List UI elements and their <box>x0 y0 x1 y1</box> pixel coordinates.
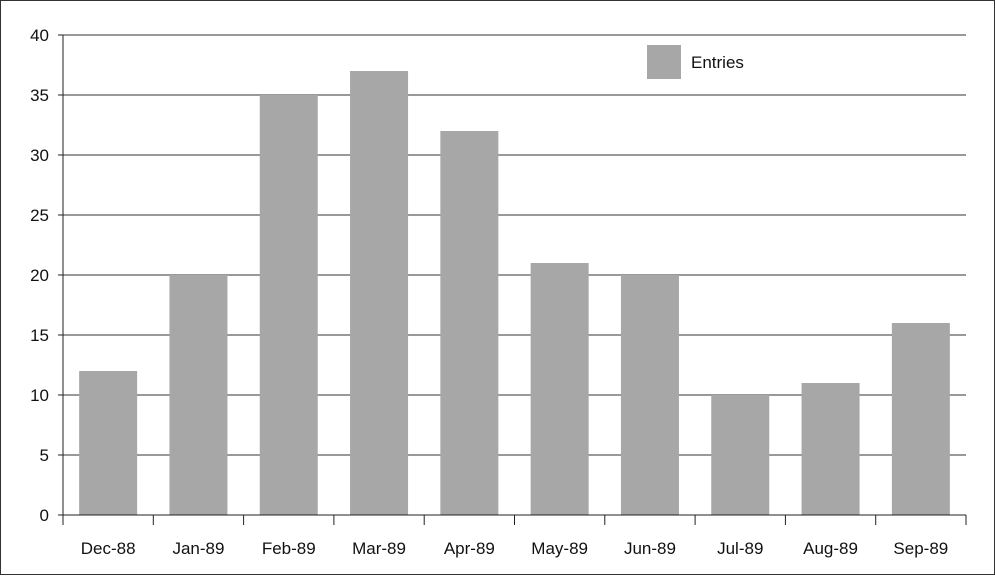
y-tick-label: 5 <box>40 446 49 465</box>
y-tick-label: 35 <box>30 86 49 105</box>
x-tick-labels: Dec-88 Jan-89 Feb-89 Mar-89 Apr-89 May-89 Jun-… <box>81 539 949 558</box>
y-tick-label: 25 <box>30 206 49 225</box>
y-tick-labels: 0 5 10 15 20 25 30 35 40 <box>30 26 49 525</box>
bar-sep-89 <box>891 323 950 515</box>
x-tick-label: Jan-89 <box>172 539 224 558</box>
y-tick-label: 30 <box>30 146 49 165</box>
legend: Entries <box>647 45 744 79</box>
bar-feb-89 <box>259 95 318 515</box>
axes <box>58 34 967 525</box>
x-tick-label: Jul-89 <box>717 539 763 558</box>
y-tick-label: 10 <box>30 386 49 405</box>
x-tick-label: Aug-89 <box>803 539 858 558</box>
bar-mar-89 <box>350 71 409 515</box>
x-tick-label: May-89 <box>531 539 588 558</box>
bars <box>79 71 950 515</box>
x-tick-label: Sep-89 <box>893 539 948 558</box>
x-tick-label: Mar-89 <box>352 539 406 558</box>
y-tick-label: 20 <box>30 266 49 285</box>
y-tick-label: 15 <box>30 326 49 345</box>
bar-jan-89 <box>169 275 228 515</box>
legend-label-entries: Entries <box>691 53 744 72</box>
x-tick-label: Dec-88 <box>81 539 136 558</box>
bar-jun-89 <box>620 275 679 515</box>
bar-apr-89 <box>440 131 499 515</box>
bar-jul-89 <box>711 395 770 515</box>
bar-aug-89 <box>801 383 860 515</box>
y-tick-label: 0 <box>40 506 49 525</box>
y-tick-label: 40 <box>30 26 49 45</box>
x-tick-label: Jun-89 <box>624 539 676 558</box>
bar-may-89 <box>530 263 589 515</box>
x-tick-label: Feb-89 <box>262 539 316 558</box>
bar-dec-88 <box>79 371 138 515</box>
legend-swatch-entries <box>647 45 681 79</box>
x-tick-label: Apr-89 <box>444 539 495 558</box>
